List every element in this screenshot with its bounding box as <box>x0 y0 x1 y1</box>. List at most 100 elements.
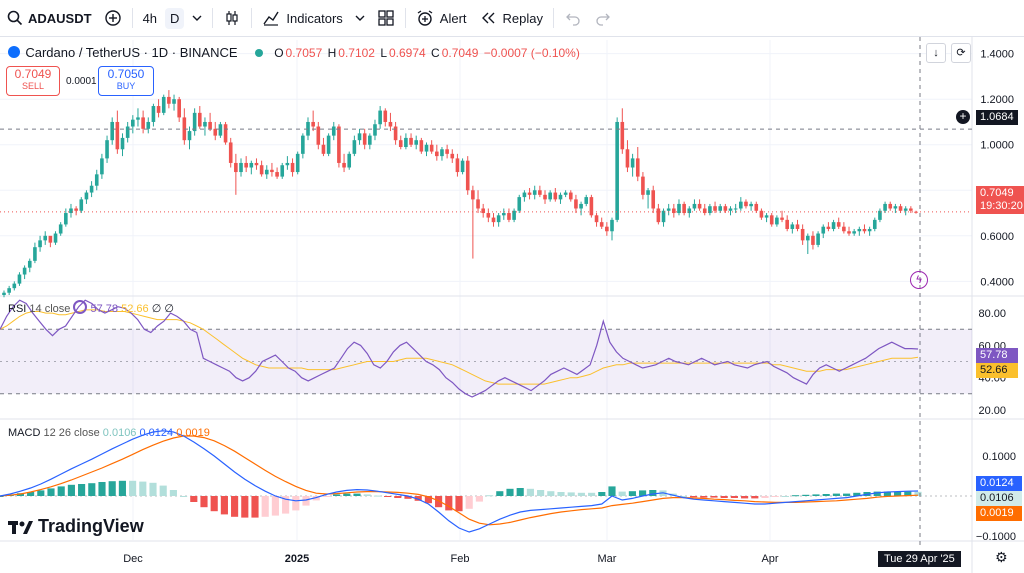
open-label: O <box>274 46 284 60</box>
candle-body <box>58 224 63 234</box>
price-axis-label: 0.4000 <box>980 276 1014 288</box>
candle-body <box>563 192 568 195</box>
interval-d[interactable]: D <box>163 0 186 36</box>
indicators-icon <box>263 11 280 26</box>
candle-body <box>342 162 346 168</box>
candle-body <box>27 260 32 268</box>
candle <box>275 167 279 179</box>
compare-button[interactable] <box>98 0 128 36</box>
candle-body <box>651 190 656 209</box>
rsi-title: RSI <box>8 303 27 315</box>
chart-canvas[interactable]: 1.40001.20001.00000.80000.60000.4000Dec2… <box>0 37 1024 573</box>
rsi-settings-icon[interactable] <box>73 300 88 314</box>
add-alert-icon[interactable]: + <box>956 110 970 124</box>
candle <box>177 96 181 122</box>
candle <box>151 103 156 127</box>
candle-body <box>285 162 290 166</box>
high-value: 0.7102 <box>338 46 375 60</box>
macd-hist-bar <box>384 496 392 497</box>
macd-hist-bar <box>98 482 106 496</box>
candle-body <box>373 124 377 136</box>
sell-button[interactable]: 0.7049 SELL <box>6 66 60 96</box>
candle <box>702 203 707 216</box>
candle <box>131 115 135 134</box>
candle-body <box>368 135 372 145</box>
candle-body <box>192 112 197 132</box>
undo-button[interactable] <box>558 0 588 36</box>
buy-label: BUY <box>116 81 136 91</box>
candle <box>548 190 552 202</box>
candle-body <box>69 208 73 214</box>
candle <box>141 110 145 134</box>
scale-down-button[interactable]: ↓ <box>926 43 946 63</box>
buy-button[interactable]: 0.7050 BUY <box>98 66 154 96</box>
fullscreen-button[interactable]: ⟳ <box>951 43 971 63</box>
rsi-axis-label: 80.00 <box>978 308 1006 320</box>
candle <box>295 151 300 175</box>
candle-body <box>74 208 78 211</box>
sell-label: SELL <box>21 81 45 91</box>
macd-hist-bar <box>445 496 453 511</box>
candle <box>522 190 527 202</box>
candle-body <box>759 210 764 218</box>
time-axis-label: Feb <box>451 553 470 565</box>
candle-body <box>775 217 779 225</box>
candle-body <box>826 226 831 229</box>
candle <box>38 235 42 252</box>
candle-body <box>378 110 382 125</box>
macd-hist-bar <box>465 496 473 509</box>
lightning-icon[interactable]: ϟ <box>910 271 928 289</box>
candle <box>79 197 84 214</box>
candle-body <box>131 119 135 127</box>
alert-button[interactable]: Alert <box>410 0 473 36</box>
candle <box>785 215 789 232</box>
chart-type-button[interactable] <box>217 0 247 36</box>
candle-body <box>811 235 815 245</box>
macd-hist-bar <box>435 496 443 508</box>
symbol-search[interactable]: ADAUSDT <box>0 0 98 36</box>
candle <box>605 222 609 236</box>
macd-hist-bar <box>118 480 126 496</box>
macd-hist-bar <box>271 496 279 516</box>
candle-body <box>656 208 661 223</box>
axis-labels: 1.40001.20001.00000.80000.60000.4000Dec2… <box>123 49 1016 565</box>
interval-4h[interactable]: 4h <box>137 0 163 36</box>
tradingview-logo[interactable]: TradingView <box>8 516 144 537</box>
candle-body <box>161 96 166 113</box>
macd-hist-bar <box>649 490 657 496</box>
candle <box>847 226 851 236</box>
candle <box>610 217 614 241</box>
candle <box>615 117 619 223</box>
candle <box>347 151 352 170</box>
templates-button[interactable] <box>371 0 401 36</box>
candle <box>831 219 836 232</box>
settings-gear-icon[interactable]: ⚙ <box>995 549 1008 565</box>
candle-body <box>867 228 872 232</box>
candle <box>187 126 192 150</box>
candle-body <box>295 153 300 173</box>
indicators-dropdown[interactable] <box>349 0 371 36</box>
candle <box>321 137 326 157</box>
candle <box>641 172 645 200</box>
candle <box>713 201 717 214</box>
candle-body <box>311 121 315 127</box>
candle-body <box>352 140 357 154</box>
candle-body <box>177 99 181 118</box>
redo-button[interactable] <box>588 0 618 36</box>
candle-body <box>79 199 84 211</box>
candle-body <box>852 231 856 234</box>
candle <box>852 228 856 236</box>
candle <box>311 110 315 132</box>
candle <box>512 208 516 223</box>
macd-lines <box>0 430 919 533</box>
candle <box>821 224 826 239</box>
candle <box>501 208 506 220</box>
candle-body <box>326 135 331 154</box>
replay-button[interactable]: Replay <box>473 0 549 36</box>
indicators-button[interactable]: Indicators <box>256 0 348 36</box>
candle <box>816 231 820 248</box>
macd-hist-bar <box>679 496 687 497</box>
macd-hist-bar <box>557 492 565 496</box>
macd-hist-bar <box>598 492 606 496</box>
interval-dropdown[interactable] <box>186 0 208 36</box>
